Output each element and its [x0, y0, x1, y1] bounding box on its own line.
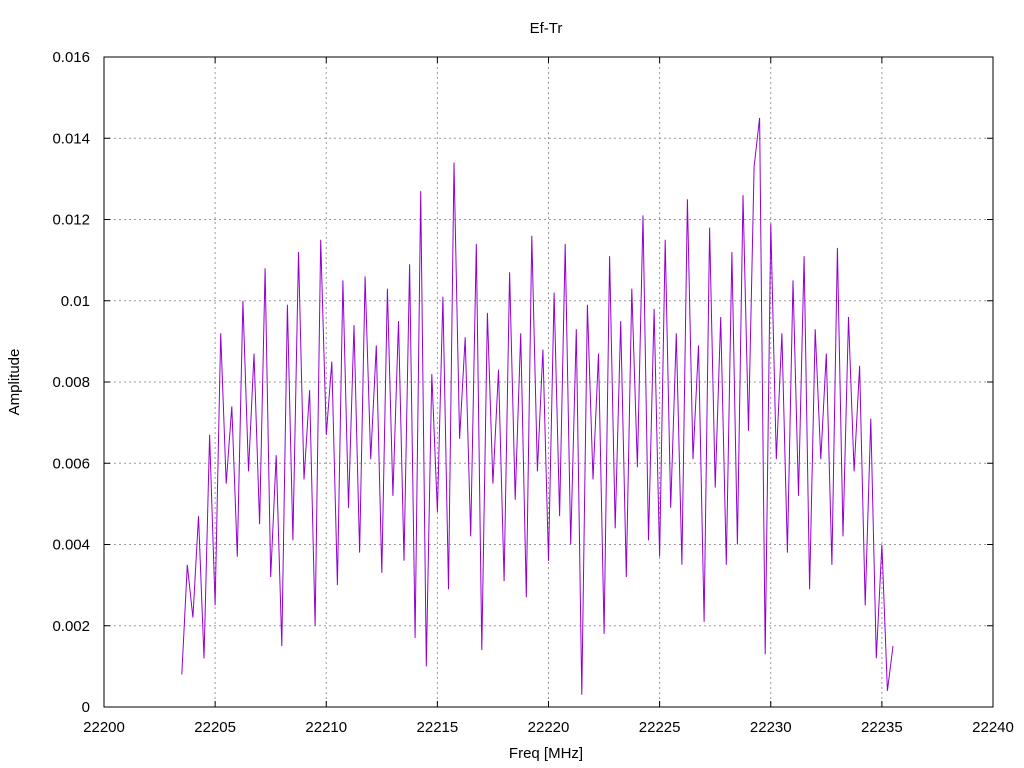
y-tick-label: 0: [82, 699, 90, 716]
y-tick-labels: 0 0.002 0.004 0.006 0.008 0.01 0.012 0.014 0.016: [52, 49, 90, 716]
y-tick-label: 0.01: [61, 293, 90, 310]
y-tick-label: 0.004: [52, 537, 90, 554]
x-tick-label: 22225: [639, 719, 681, 736]
x-tick-label: 22205: [194, 719, 236, 736]
x-tick-labels: 22200 22205 22210 22215 22220 22225 22230 22235…: [83, 719, 1014, 736]
x-tick-label: 22215: [417, 719, 459, 736]
tick-marks: [103, 56, 994, 708]
y-tick-label: 0.008: [52, 374, 90, 391]
chart-title: Ef-Tr: [530, 20, 563, 37]
y-tick-label: 0.002: [52, 618, 90, 635]
x-tick-label: 22210: [305, 719, 347, 736]
x-tick-label: 22235: [861, 719, 903, 736]
y-tick-label: 0.016: [52, 49, 90, 66]
x-axis-label: Freq [MHz]: [509, 745, 583, 762]
x-tick-label: 22220: [528, 719, 570, 736]
x-tick-label: 22230: [750, 719, 792, 736]
x-tick-label: 22240: [972, 719, 1014, 736]
x-tick-label: 22200: [83, 719, 125, 736]
y-tick-label: 0.014: [52, 130, 90, 147]
y-tick-label: 0.006: [52, 455, 90, 472]
y-axis-label: Amplitude: [6, 349, 23, 416]
y-tick-label: 0.012: [52, 212, 90, 229]
amplitude-series-line: [181, 117, 894, 695]
series-layer: [181, 117, 894, 695]
